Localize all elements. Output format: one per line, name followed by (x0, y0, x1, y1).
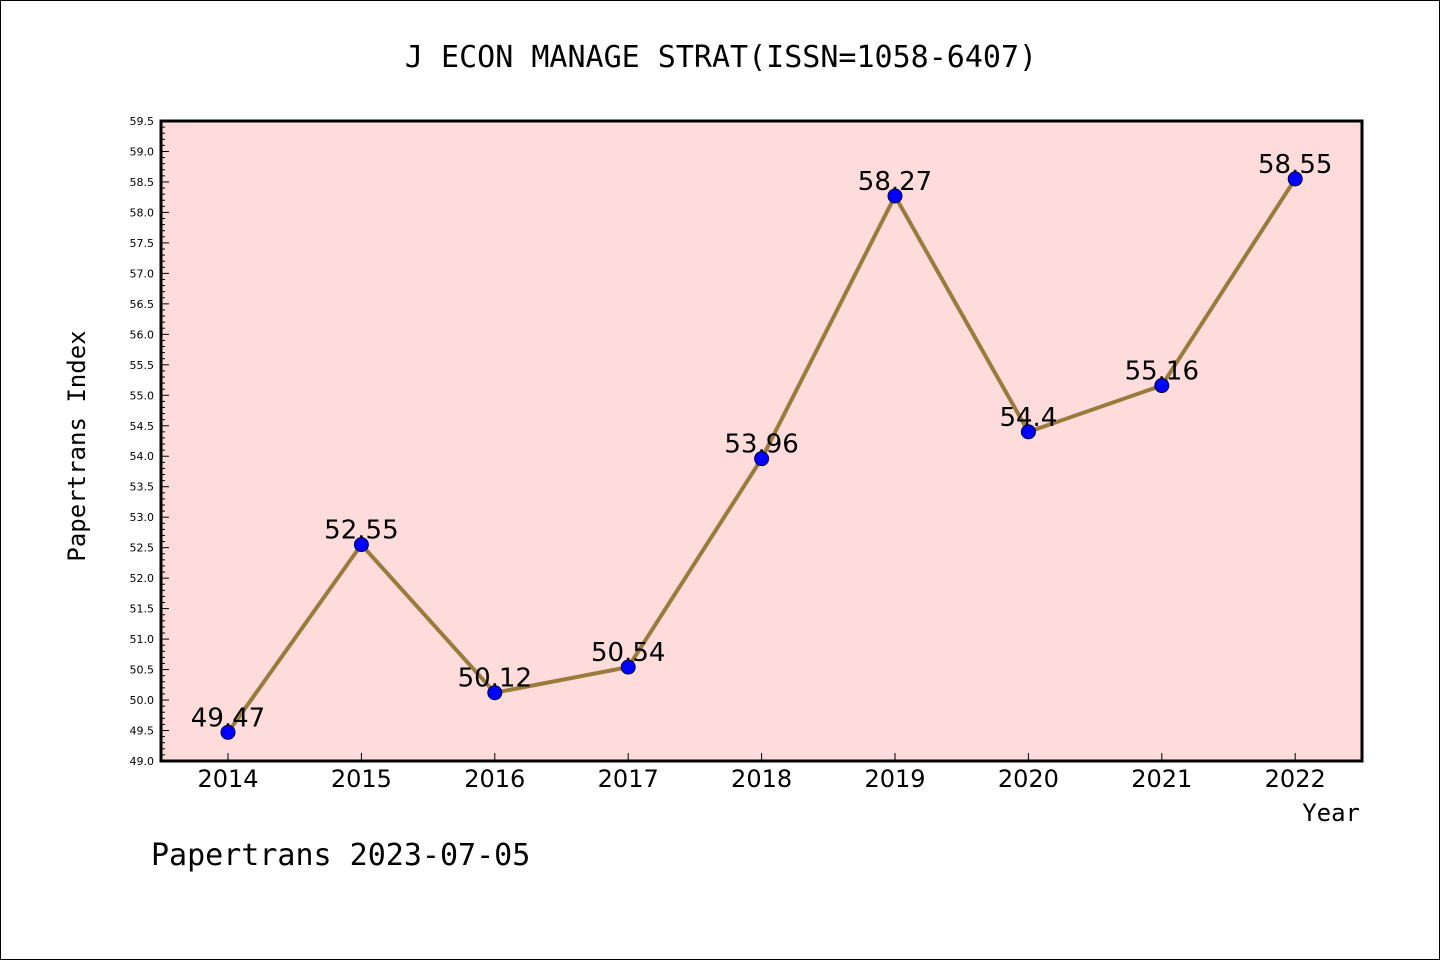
footer-text: Papertrans 2023-07-05 (151, 838, 530, 873)
y-tick-label: 50.0 (130, 694, 155, 707)
y-tick-label: 56.5 (130, 298, 155, 311)
x-tick-label: 2017 (598, 765, 659, 793)
y-tick-label: 52.0 (130, 572, 155, 585)
y-tick-label: 56.0 (130, 328, 155, 341)
data-point-marker (620, 659, 636, 675)
x-tick-label: 2019 (864, 765, 925, 793)
x-tick-label: 2015 (331, 765, 392, 793)
x-tick-label: 2016 (464, 765, 525, 793)
y-tick-label: 53.0 (130, 511, 155, 524)
plot-area (161, 121, 1362, 761)
x-tick-label: 2022 (1265, 765, 1326, 793)
y-axis-title: Papertrans Index (63, 330, 91, 561)
y-tick-label: 49.0 (130, 755, 155, 768)
y-tick-label: 57.0 (130, 267, 155, 280)
x-tick-label: 2018 (731, 765, 792, 793)
x-tick-label: 2014 (197, 765, 258, 793)
y-tick-label: 55.0 (130, 389, 155, 402)
y-tick-label: 59.5 (130, 115, 155, 128)
y-tick-label: 54.0 (130, 450, 155, 463)
data-point-marker (887, 188, 903, 204)
y-tick-label: 58.0 (130, 206, 155, 219)
y-tick-label: 50.5 (130, 664, 155, 677)
y-tick-label: 55.5 (130, 359, 155, 372)
y-tick-label: 53.5 (130, 481, 155, 494)
x-axis-title: Year (1302, 799, 1360, 827)
y-tick-label: 49.5 (130, 725, 155, 738)
series-group: 49.4752.5550.1250.5453.9658.2754.455.165… (191, 150, 1332, 740)
plot-border (159, 119, 1364, 763)
data-point-marker (1154, 378, 1170, 394)
x-tick-label: 2020 (998, 765, 1059, 793)
y-tick-label: 54.5 (130, 420, 155, 433)
data-point-marker (754, 451, 770, 467)
x-tick-label: 2021 (1131, 765, 1192, 793)
y-tick-label: 59.0 (130, 145, 155, 158)
chart-title: J ECON MANAGE STRAT(ISSN=1058-6407) (405, 40, 1037, 75)
y-tick-label: 58.5 (130, 176, 155, 189)
y-axis-ticks: 49.0 49.5 50.0 50.5 51.0 51.5 52.0 52.5 53.0 53.5… (130, 115, 169, 768)
data-point-marker (1020, 424, 1036, 440)
y-tick-label: 52.5 (130, 542, 155, 555)
data-point-marker (487, 685, 503, 701)
data-point-marker (1287, 171, 1303, 187)
y-tick-label: 51.5 (130, 603, 155, 616)
data-point-marker (220, 724, 236, 740)
y-tick-label: 57.5 (130, 237, 155, 250)
data-point-marker (353, 537, 369, 553)
y-tick-label: 51.0 (130, 633, 155, 646)
